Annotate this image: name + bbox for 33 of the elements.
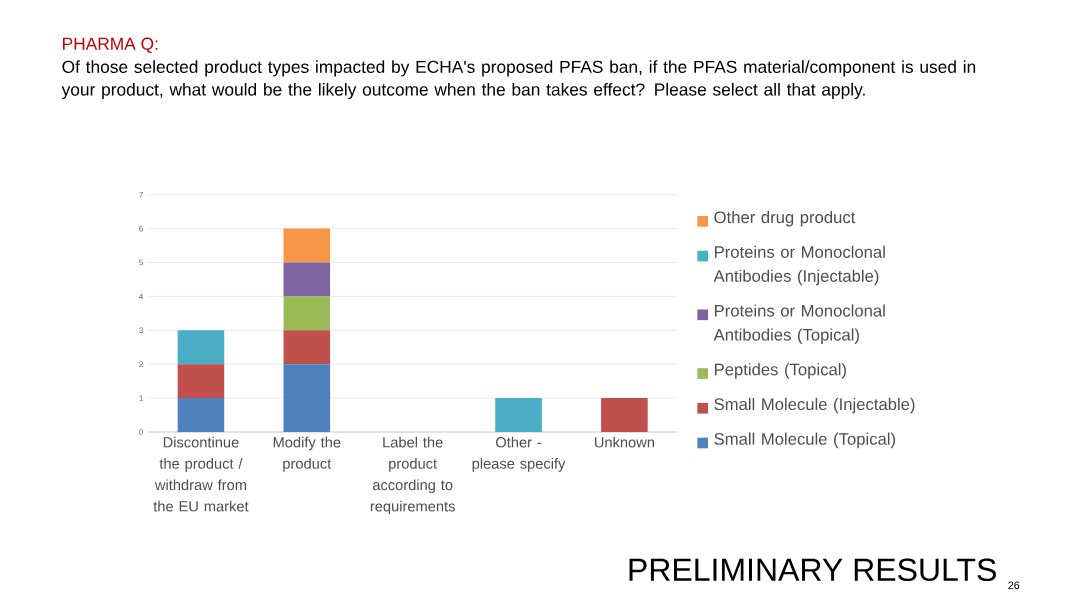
bar <box>283 330 331 365</box>
text: PRELIMINARY RESULTS <box>629 558 996 582</box>
legend-label: Peptides (Topical) <box>714 363 846 379</box>
bar <box>283 364 331 432</box>
y-tick-label: 2 <box>139 361 143 367</box>
y-tick-label: 7 <box>139 191 143 198</box>
bar <box>283 262 331 297</box>
x-tick-label: Modify the product <box>273 436 341 472</box>
bar <box>283 228 331 263</box>
text: 26 <box>1008 581 1020 590</box>
y-tick-label: 1 <box>139 395 143 401</box>
x-tick-label: Other - please specify <box>472 436 566 472</box>
chart-title: PHARMA Q: <box>63 37 158 53</box>
x-tick-label: Label the product according to requirements <box>370 436 455 515</box>
x-tick-label: Discontinue the product / withdraw from the EU market <box>153 436 249 512</box>
bar <box>177 398 225 432</box>
legend-label: Proteins or Monoclonal Antibodies (Topical) <box>713 304 885 344</box>
y-tick-label: 3 <box>139 327 143 334</box>
bar <box>283 296 331 331</box>
y-tick-label: 5 <box>139 259 143 266</box>
bar <box>495 398 542 432</box>
bar <box>601 398 648 432</box>
y-tick-label: 0 <box>139 429 143 435</box>
y-tick-label: 6 <box>139 225 143 232</box>
bar <box>177 364 225 399</box>
legend-label: Small Molecule (Injectable) <box>714 397 915 414</box>
legend-label: Proteins or Monoclonal Antibodies (Injectable) <box>713 245 885 286</box>
chart-subtitle: Of those selected product types impacted by ECHA's proposed PFAS ban, if the PFAS material/component is used in your product, what would be the likely outcome when the ban takes effect? Please select all that apply. <box>61 60 976 100</box>
bar <box>177 330 225 365</box>
x-tick-label: Unknown <box>594 436 654 448</box>
legend-label: Other drug product <box>714 210 856 227</box>
y-tick-label: 4 <box>139 293 144 300</box>
legend-label: Small Molecule (Topical) <box>714 432 896 449</box>
